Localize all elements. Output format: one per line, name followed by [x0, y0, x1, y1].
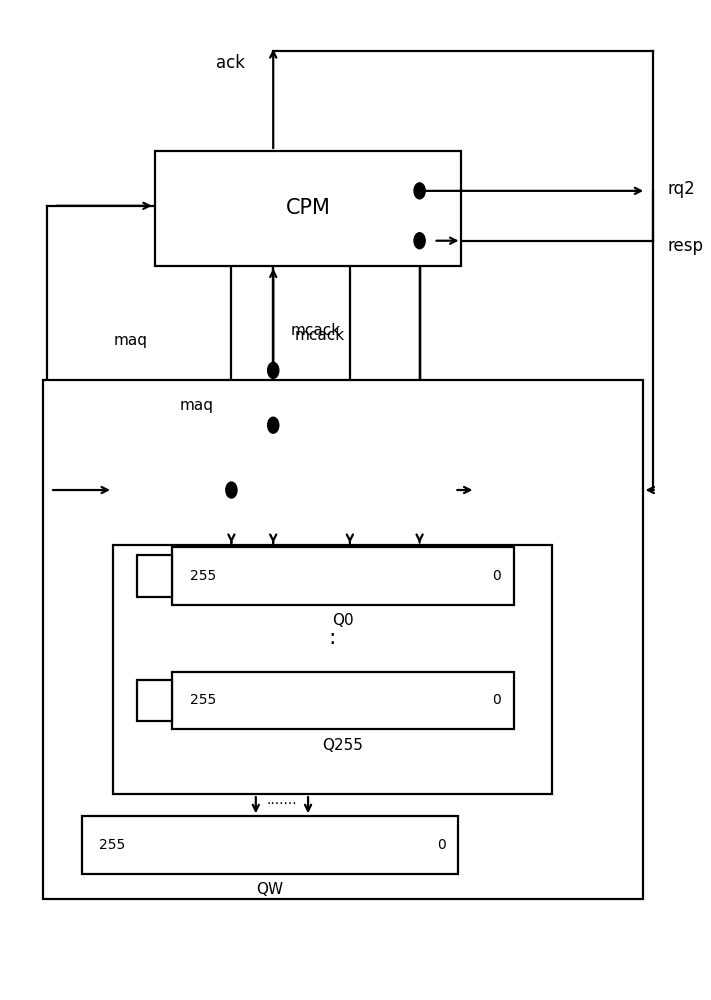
Text: Q0: Q0: [332, 613, 354, 628]
Text: maq: maq: [114, 333, 148, 348]
Circle shape: [226, 482, 237, 498]
Circle shape: [414, 233, 425, 249]
Text: 0: 0: [437, 838, 445, 852]
Text: .......: .......: [267, 793, 297, 807]
Bar: [43, 380, 643, 899]
Text: ack: ack: [216, 54, 245, 72]
Text: :: :: [328, 628, 336, 648]
Bar: [82, 816, 458, 874]
Text: resp: resp: [667, 237, 703, 255]
Circle shape: [267, 362, 279, 378]
Circle shape: [414, 183, 425, 199]
Bar: [137, 680, 172, 721]
Text: 255: 255: [190, 569, 216, 583]
Bar: [155, 151, 461, 266]
Text: 0: 0: [493, 693, 501, 707]
Text: CPM: CPM: [286, 198, 331, 218]
Bar: [113, 545, 552, 794]
Bar: [137, 555, 172, 597]
Text: rq2: rq2: [667, 180, 695, 198]
Bar: [172, 672, 513, 729]
Bar: [172, 547, 513, 605]
Text: Q255: Q255: [323, 738, 363, 753]
Text: QW: QW: [256, 882, 283, 897]
Text: maq: maq: [180, 398, 214, 413]
Text: 0: 0: [493, 569, 501, 583]
Text: mcack: mcack: [294, 328, 344, 343]
Text: 255: 255: [99, 838, 125, 852]
Text: 255: 255: [190, 693, 216, 707]
Text: mcack: mcack: [291, 323, 341, 338]
Circle shape: [267, 417, 279, 433]
